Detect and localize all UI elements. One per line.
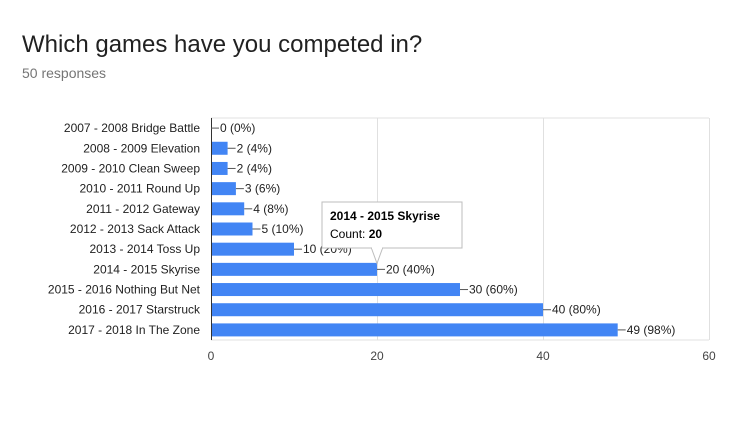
category-label: 2017 - 2018 In The Zone bbox=[68, 323, 200, 337]
data-label: 40 (80%) bbox=[552, 303, 601, 317]
category-label: 2013 - 2014 Toss Up bbox=[89, 242, 200, 256]
bar bbox=[211, 262, 377, 276]
category-label: 2009 - 2010 Clean Sweep bbox=[61, 161, 200, 175]
x-tick-label: 60 bbox=[702, 349, 716, 363]
bar bbox=[211, 283, 460, 297]
bar bbox=[211, 202, 245, 216]
bar bbox=[211, 303, 543, 317]
tooltip-pointer bbox=[370, 246, 384, 265]
tooltip-box: 2014 - 2015 Skyrise Count: 20 bbox=[321, 201, 463, 265]
tooltip-count: Count: 20 bbox=[330, 227, 382, 241]
response-count: 50 responses bbox=[22, 65, 107, 81]
bar bbox=[211, 141, 228, 155]
tooltip-count-label: Count: bbox=[330, 227, 369, 241]
bar bbox=[211, 161, 228, 175]
data-label: 0 (0%) bbox=[220, 121, 255, 135]
labels: 0 20 40 60 2007 - 2008 Bridge Battle 0 (0%) 20… bbox=[48, 121, 716, 363]
category-label: 2012 - 2013 Sack Attack bbox=[70, 222, 201, 236]
data-label: 5 (10%) bbox=[262, 222, 304, 236]
data-label: 3 (6%) bbox=[245, 182, 280, 196]
tooltip-pointer-mask bbox=[372, 246, 382, 249]
category-label: 2016 - 2017 Starstruck bbox=[79, 303, 201, 317]
bar bbox=[211, 182, 236, 196]
data-label: 20 (40%) bbox=[386, 262, 435, 276]
x-tick-label: 20 bbox=[370, 349, 384, 363]
x-tick-label: 0 bbox=[208, 349, 215, 363]
category-label: 2007 - 2008 Bridge Battle bbox=[64, 121, 200, 135]
tooltip-count-value: 20 bbox=[369, 227, 383, 241]
tooltip-category: 2014 - 2015 Skyrise bbox=[330, 209, 440, 223]
data-label: 4 (8%) bbox=[253, 202, 288, 216]
question-title: Which games have you competed in? bbox=[22, 31, 423, 58]
category-label: 2008 - 2009 Elevation bbox=[83, 141, 200, 155]
data-label: 30 (60%) bbox=[469, 283, 518, 297]
tooltip: 2014 - 2015 Skyrise Count: 20 bbox=[321, 201, 463, 265]
bar bbox=[211, 242, 294, 256]
data-label: 2 (4%) bbox=[237, 161, 272, 175]
x-tick-label: 40 bbox=[536, 349, 550, 363]
data-label: 49 (98%) bbox=[627, 323, 676, 337]
bars bbox=[211, 141, 618, 337]
category-label: 2014 - 2015 Skyrise bbox=[93, 262, 200, 276]
category-label: 2011 - 2012 Gateway bbox=[86, 202, 200, 216]
category-label: 2015 - 2016 Nothing But Net bbox=[48, 283, 201, 297]
data-label: 2 (4%) bbox=[237, 141, 272, 155]
bar bbox=[211, 222, 253, 236]
tooltip-background bbox=[321, 201, 463, 249]
category-label: 2010 - 2011 Round Up bbox=[79, 182, 200, 196]
bar bbox=[211, 323, 618, 337]
